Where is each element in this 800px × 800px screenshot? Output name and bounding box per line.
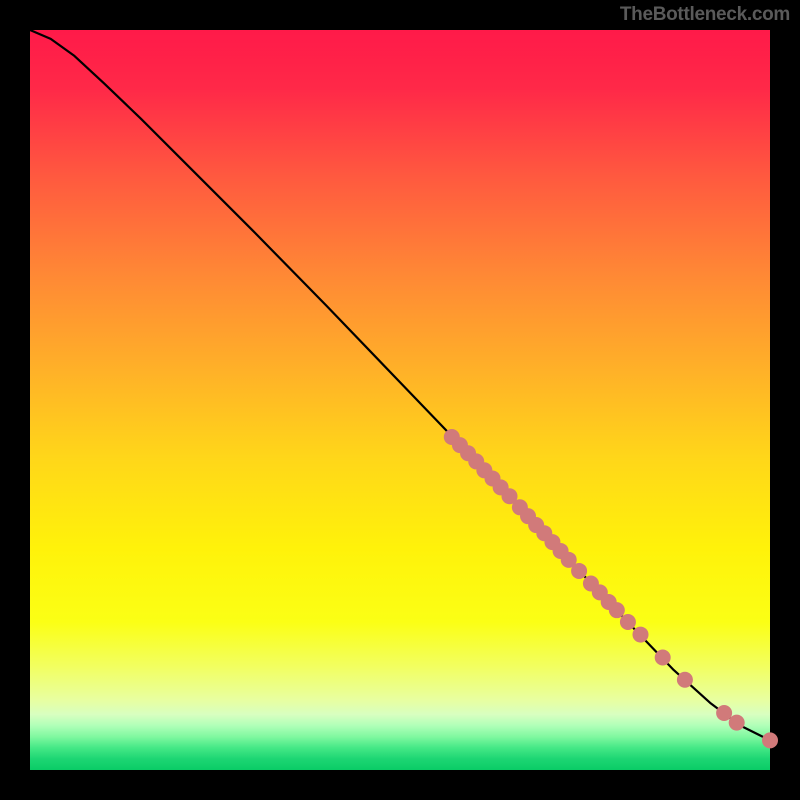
data-marker xyxy=(762,732,778,748)
data-marker xyxy=(677,672,693,688)
data-marker xyxy=(633,627,649,643)
data-marker xyxy=(609,602,625,618)
chart-svg xyxy=(0,0,800,800)
watermark-text: TheBottleneck.com xyxy=(620,4,790,26)
chart-container: { "watermark": "TheBottleneck.com", "cha… xyxy=(0,0,800,800)
data-marker xyxy=(729,715,745,731)
data-marker xyxy=(620,614,636,630)
data-marker xyxy=(571,563,587,579)
data-marker xyxy=(716,705,732,721)
data-marker xyxy=(655,650,671,666)
